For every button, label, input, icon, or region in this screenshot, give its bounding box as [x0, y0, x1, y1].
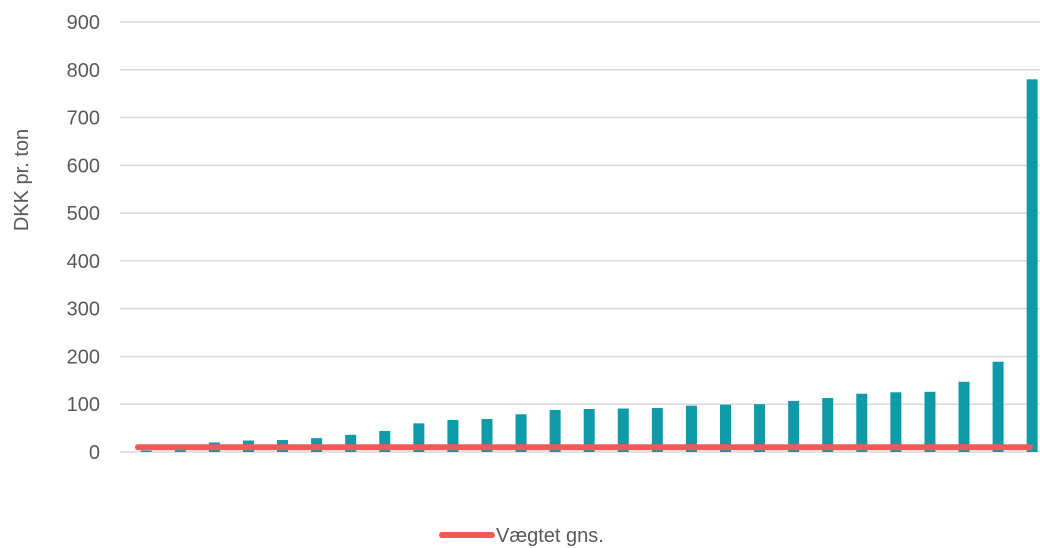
bar	[992, 361, 1004, 452]
bar	[345, 434, 357, 452]
y-tick-label: 600	[67, 155, 100, 177]
bar	[447, 419, 459, 452]
bar	[174, 450, 186, 452]
legend: Vægtet gns.	[439, 525, 604, 547]
y-tick-label: 800	[67, 60, 100, 82]
y-tick-label: 300	[67, 299, 100, 321]
bar	[515, 414, 527, 452]
legend-label: Vægtet gns.	[496, 525, 604, 547]
bar	[890, 392, 902, 452]
bar	[856, 393, 868, 452]
y-axis-title: DKK pr. ton	[11, 129, 33, 231]
bar	[719, 404, 731, 452]
bar	[481, 419, 493, 452]
y-tick-label: 100	[67, 394, 100, 416]
y-axis-tick-labels: 0 100 200 300 400 500 600 700 800 900	[67, 12, 100, 464]
bar	[140, 450, 152, 452]
bar	[822, 398, 834, 452]
bar	[788, 400, 800, 452]
bar	[379, 430, 391, 452]
y-tick-label: 900	[67, 12, 100, 34]
bar	[413, 423, 425, 452]
bar	[617, 408, 629, 452]
y-tick-label: 500	[67, 203, 100, 225]
y-tick-label: 200	[67, 346, 100, 368]
bar	[685, 405, 697, 452]
gridlines	[120, 21, 1040, 453]
bar	[1026, 79, 1038, 452]
bar	[583, 409, 595, 452]
y-tick-label: 0	[89, 442, 100, 464]
y-tick-label: 700	[67, 108, 100, 130]
bar-series	[140, 79, 1038, 452]
bar	[549, 409, 561, 452]
bar	[754, 404, 766, 452]
bar	[651, 408, 663, 452]
y-tick-label: 400	[67, 251, 100, 273]
bar	[958, 381, 970, 452]
bar	[924, 391, 936, 452]
